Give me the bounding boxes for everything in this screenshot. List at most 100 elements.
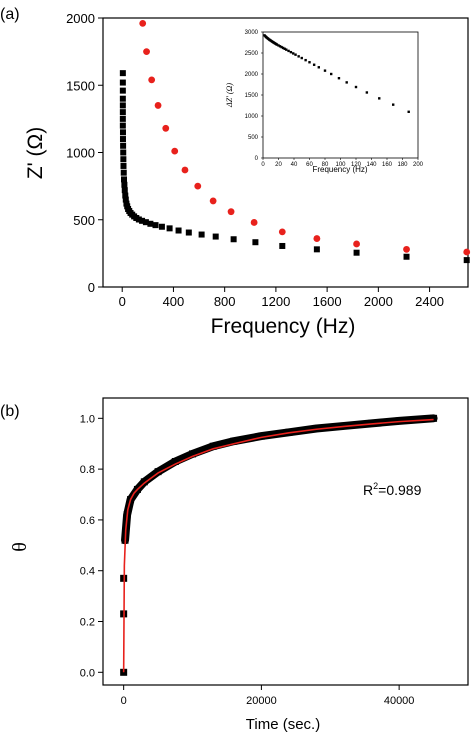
panel-a-y-tick-label-1: 500 [73,213,95,228]
panel-a-series-1-point-11 [120,149,127,156]
inset-series-0-point-36 [345,81,348,84]
panel-a-series-1-point-12 [120,156,127,163]
inset-x-tick-label-5: 100 [335,162,346,168]
panel-a-series-1-point-15 [121,176,128,183]
panel-a-x-tick-label-4: 1600 [313,294,342,309]
panel-a-series-1-point-42 [313,246,320,253]
panel-a-series-1-point-7 [119,122,126,129]
inset-chart: 0 20 40 60 80 100 120 140 160 180 2000500100015002… [225,30,424,174]
inset-series-0-point-28 [300,56,303,60]
inset-series-0-point-27 [297,55,300,58]
panel-b-data-point-11 [209,442,217,450]
panel-a-series-1-point-4 [119,102,126,109]
panel-b-y-tick-label-5: 1.0 [80,413,95,425]
panel-a-plot-frame [102,17,469,288]
panel-a-series-1-point-40 [252,239,259,246]
panel-a-series-1-point-35 [175,227,182,234]
inset-series-0-point-29 [304,58,307,62]
panel-a-series-0-point-12 [313,235,321,242]
inset-series-0-point-19 [280,45,283,49]
panel-b-label: (b) [0,403,20,420]
inset-x-tick-label-0: 0 [261,162,265,168]
inset-x-tick-label-8: 160 [382,162,393,168]
inset-y-tick-label-0: 0 [255,156,259,162]
panel-b-x-tick-label-0: 0 [121,695,127,707]
panel-b-data-point-9 [171,457,179,465]
panel-a-label: (a) [0,6,20,23]
inset-series-0-point-33 [323,69,327,72]
inset-series-0-point-31 [312,63,316,66]
panel-a-series-1-point-33 [158,223,165,230]
inset-x-tick-label-9: 180 [397,162,408,168]
panel-a-series-1-point-37 [198,231,205,238]
panel-a-series-1-point-3 [119,95,126,102]
inset-x-tick-label-4: 80 [322,162,329,168]
panel-b-x-tick-label-2: 40000 [384,695,415,707]
r-squared-symbol: R [363,482,373,498]
panel-b-data-band [121,414,438,545]
inset-x-tick-label-1: 20 [275,162,282,168]
inset-series-0-point-24 [289,50,293,54]
panel-a-series-0-point-5 [171,147,179,155]
panel-b-data-point-12 [230,437,238,445]
inset-series-0-point-20 [281,46,285,50]
panel-a-series-1-point-36 [185,229,192,236]
inset-series-0-point-35 [337,77,341,80]
panel-b-y-tick-label-4: 0.8 [80,464,95,476]
panel-b-data-point-10 [189,450,197,458]
inset-x-tick-label-3: 60 [306,162,313,168]
inset-y-tick-label-1: 500 [248,135,259,141]
panel-a-series-1-point-6 [119,115,126,122]
inset-series-0-point-30 [308,61,311,64]
panel-a-series-1-point-8 [119,129,126,136]
inset-series-0-point-17 [277,44,280,47]
panel-a-series-0-point-7 [194,182,202,190]
inset-ticks: 0 20 40 60 80 100 120 140 160 180 2000500100015002… [245,30,424,168]
panel-b-data-point-19 [430,414,438,422]
panel-a-series-0-point-2 [148,76,156,84]
panel-a-series-1-point-14 [120,169,127,176]
panel-a-series-1-point-18 [122,192,129,199]
inset-y-tick-label-2: 1000 [245,114,259,120]
panel-a-series [119,19,471,264]
panel-a-series-0-point-3 [154,102,162,109]
r-squared-value: =0.989 [378,482,421,498]
panel-a-chart: 0 400 800 1200 1600 2000 24000500100015002000 … [24,11,471,338]
panel-a-series-1-point-5 [119,109,126,116]
inset-series-0-point-18 [278,45,282,48]
panel-a-series-1-point-28 [135,216,142,223]
r-squared-annotation: R2=0.989 [363,481,422,498]
panel-a-y-tick-label-4: 2000 [66,11,95,26]
inset-series-0-point-23 [287,49,290,53]
panel-b-series [120,414,438,676]
panel-a-series-0-point-6 [181,166,189,174]
panel-b-y-axis-title: θ [9,542,31,552]
panel-b-y-tick-label-3: 0.6 [80,515,95,527]
panel-b-fit-line [122,418,434,673]
panel-a-series-1-point-44 [403,253,410,260]
inset-series-0-point-34 [330,72,333,76]
panel-a-series-0-point-13 [353,240,360,248]
panel-b-ticks: 0 20000 40000 0.0 0.2 0.4 0.6 0.8 1.0 [80,413,415,707]
inset-x-axis-title: Frequency (Hz) [312,165,367,174]
panel-a-series-1-point-9 [119,136,126,143]
panel-a-x-tick-label-5: 2000 [364,294,393,309]
inset-series-0-point-26 [294,53,297,56]
panel-b-y-tick-label-2: 0.4 [80,566,95,578]
inset-series-0-point-22 [285,48,288,51]
panel-a-series-1-point-30 [142,219,149,226]
inset-series [263,34,410,113]
panel-a-series-1-point-13 [120,162,127,169]
panel-a-series-1-point-1 [119,79,126,86]
panel-a-y-tick-label-2: 1000 [66,146,95,161]
panel-a-x-tick-label-3: 1200 [261,294,290,309]
panel-a-series-0-point-4 [162,124,170,132]
inset-y-tick-label-6: 3000 [245,30,259,36]
inset-series-0-point-39 [378,97,381,100]
panel-a-x-tick-label-0: 0 [119,294,126,309]
inset-series-0-point-32 [317,66,320,69]
inset-x-tick-label-7: 140 [366,162,377,168]
panel-a-series-0-point-14 [403,245,410,253]
